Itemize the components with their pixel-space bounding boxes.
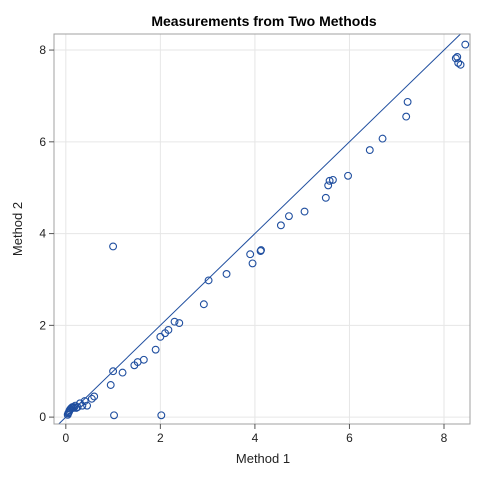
data-point-41	[276, 221, 285, 230]
data-point-50	[378, 134, 387, 143]
x-axis-label: Method 1	[236, 451, 290, 466]
data-point-44	[321, 193, 330, 202]
data-point-31	[164, 325, 173, 334]
data-point-35	[204, 276, 213, 285]
data-point-8	[69, 403, 78, 412]
data-point-13	[76, 399, 84, 408]
data-point-55	[454, 58, 463, 67]
chart-title: Measurements from Two Methods	[151, 13, 377, 29]
data-point-45	[324, 181, 333, 190]
plot-frame	[53, 33, 471, 425]
data-point-27	[151, 345, 160, 354]
data-point-32	[170, 317, 179, 326]
data-point-17	[87, 394, 96, 403]
data-point-52	[403, 97, 412, 106]
data-point-56	[456, 60, 465, 69]
data-point-16	[80, 397, 89, 406]
data-point-53	[451, 54, 460, 63]
data-point-42	[284, 212, 293, 221]
y-tick-label-0: 0	[39, 410, 46, 424]
data-point-22	[110, 411, 118, 420]
data-point-51	[402, 112, 411, 121]
data-point-26	[139, 355, 148, 364]
data-point-34	[199, 300, 208, 309]
data-point-33	[175, 319, 184, 328]
data-point-15	[83, 401, 92, 410]
data-point-37	[246, 250, 255, 259]
y-axis-ticks: 0 2 4 6 8	[39, 43, 54, 424]
data-point-18	[90, 392, 99, 401]
data-points	[63, 40, 470, 420]
x-tick-label-1: 2	[157, 431, 164, 445]
data-point-46	[325, 176, 334, 185]
x-tick-label-3: 6	[346, 431, 353, 445]
y-tick-label-1: 2	[39, 318, 46, 332]
data-point-43	[300, 207, 309, 216]
x-tick-label-4: 8	[441, 431, 448, 445]
data-point-21	[109, 242, 118, 251]
data-point-38	[248, 259, 257, 268]
data-point-49	[365, 146, 374, 155]
x-axis-ticks: 0 2 4 6 8	[62, 424, 448, 445]
y-tick-label-3: 6	[39, 135, 46, 149]
data-point-48	[344, 171, 352, 180]
data-point-57	[461, 40, 470, 49]
identity-line-path	[58, 33, 461, 425]
data-point-20	[109, 367, 118, 376]
y-tick-label-2: 4	[39, 227, 46, 241]
y-tick-label-4: 8	[39, 43, 46, 57]
y-axis-label: Method 2	[10, 202, 25, 256]
data-point-47	[328, 175, 337, 184]
data-point-23	[118, 368, 127, 377]
data-point-14	[78, 401, 87, 410]
x-tick-label-2: 4	[252, 431, 259, 445]
grid-lines	[54, 34, 470, 424]
data-point-40	[257, 246, 266, 255]
identity-line	[58, 33, 461, 425]
data-point-36	[222, 270, 231, 278]
data-point-19	[106, 381, 115, 389]
data-point-29	[157, 411, 166, 420]
x-tick-label-0: 0	[62, 431, 69, 445]
data-point-54	[453, 52, 462, 61]
